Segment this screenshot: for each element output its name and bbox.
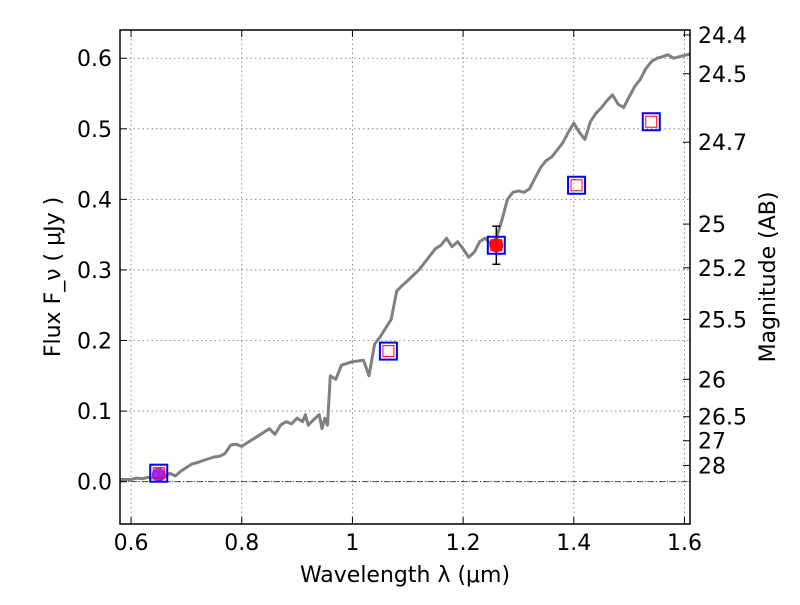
x-tick-label: 0.8 xyxy=(224,531,259,556)
y-tick-label: 0.6 xyxy=(77,47,112,72)
marker-layer xyxy=(149,112,661,483)
y-tick-label: 0.4 xyxy=(77,188,112,213)
right-axis-title: Magnitude (AB) xyxy=(756,192,781,363)
x-axis-title: Wavelength λ (μm) xyxy=(300,563,510,588)
series-layer xyxy=(120,52,691,481)
x-tick-label: 1 xyxy=(345,531,359,556)
y-tick-label: 0.5 xyxy=(77,118,112,143)
right-tick-label: 24.5 xyxy=(698,63,747,88)
right-tick-label: 26.5 xyxy=(698,406,747,431)
model-point-inner xyxy=(152,467,165,480)
detection-point xyxy=(489,238,504,253)
y-axis-title: Flux F_ν ( μJy ) xyxy=(41,197,66,357)
model-point-outer xyxy=(149,463,169,483)
x-tick-label: 1.4 xyxy=(556,531,591,556)
y-tick-label: 0.2 xyxy=(77,330,112,355)
right-tick-label: 27 xyxy=(698,430,726,455)
right-tick-label: 26 xyxy=(698,368,726,393)
right-tick-label: 25.5 xyxy=(698,308,747,333)
detection-point xyxy=(151,467,166,482)
model-point-inner xyxy=(382,345,395,358)
plot-frame xyxy=(119,29,691,525)
model-point-inner xyxy=(570,179,583,192)
grid-layer xyxy=(120,30,690,524)
right-tick-label: 25 xyxy=(698,213,726,238)
model-point-outer xyxy=(486,235,506,255)
right-tick-label: 24.7 xyxy=(698,131,747,156)
y-tick-label: 0.3 xyxy=(77,259,112,284)
right-tick-label: 28 xyxy=(698,454,726,479)
spectrum-line xyxy=(120,52,691,481)
x-tick-label: 1.6 xyxy=(667,531,702,556)
right-tick-label: 25.2 xyxy=(698,257,747,282)
model-point-inner xyxy=(645,115,658,128)
y-tick-label: 0.0 xyxy=(77,471,112,496)
model-point-outer xyxy=(378,341,398,361)
model-point-outer xyxy=(641,112,661,132)
y-tick-label: 0.1 xyxy=(77,400,112,425)
x-tick-label: 1.2 xyxy=(446,531,481,556)
x-tick-label: 0.6 xyxy=(114,531,149,556)
model-point-inner xyxy=(490,239,503,252)
model-point-outer xyxy=(567,175,587,195)
tick-layer: 0.6 0.8 1 1.2 1.4 1.6 0.0 0.1 0.2 0.3 0.4 0.5 0.6 24.… xyxy=(77,24,747,556)
right-tick-label: 24.4 xyxy=(698,24,747,49)
